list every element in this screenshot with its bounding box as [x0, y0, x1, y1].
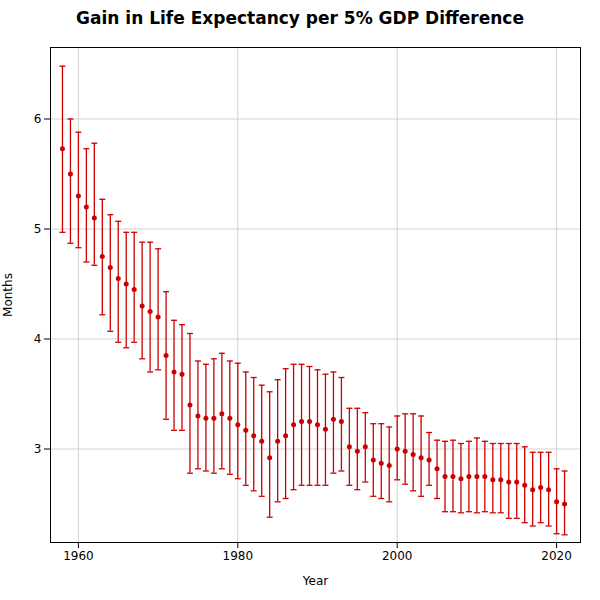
svg-text:6: 6 — [34, 112, 42, 126]
svg-text:Months: Months — [1, 273, 15, 317]
svg-text:5: 5 — [34, 222, 42, 236]
svg-text:Year: Year — [302, 574, 328, 588]
svg-text:2000: 2000 — [382, 549, 413, 563]
svg-text:1960: 1960 — [63, 549, 94, 563]
svg-text:4: 4 — [34, 332, 42, 346]
svg-text:1980: 1980 — [223, 549, 254, 563]
svg-text:3: 3 — [34, 442, 42, 456]
html-text:Gain in Life Expectancy per 5%: Gain in Life Expectancy per 5% GDP Diffe… — [76, 8, 524, 28]
svg-text:2020: 2020 — [541, 549, 572, 563]
